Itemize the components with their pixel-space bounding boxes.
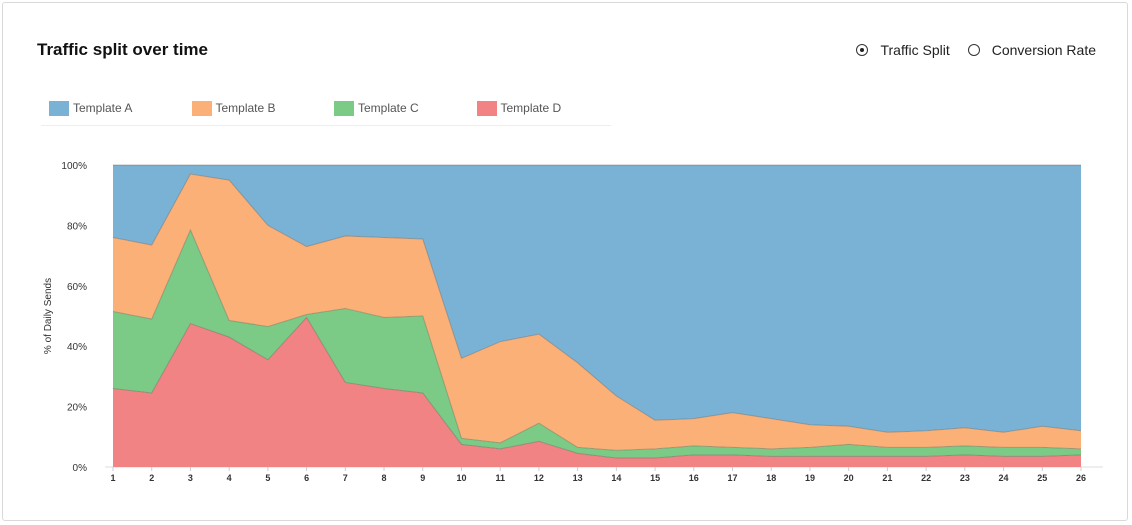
x-tick-label: 9	[420, 473, 425, 483]
x-tick-label: 4	[227, 473, 232, 483]
x-tick-label: 24	[999, 473, 1009, 483]
x-tick-label: 22	[921, 473, 931, 483]
x-tick-label: 17	[728, 473, 738, 483]
metric-toggle: Traffic Split Conversion Rate	[856, 42, 1096, 58]
area-edge-1	[112, 228, 1082, 451]
legend-label: Template C	[358, 101, 419, 115]
legend-item-template-d: Template D	[476, 100, 612, 116]
x-tick-label: 18	[766, 473, 776, 483]
x-tick-label: 1	[110, 473, 115, 483]
x-tick-label: 3	[188, 473, 193, 483]
legend-label: Template B	[215, 101, 276, 115]
traffic-split-option[interactable]: Traffic Split	[856, 42, 950, 58]
radio-unchecked-icon[interactable]	[967, 44, 980, 56]
area-edge-0	[112, 316, 1082, 459]
legend-item-template-b: Template B	[191, 100, 327, 116]
x-tick-label: 21	[882, 473, 892, 483]
x-tick-label: 19	[805, 473, 815, 483]
x-tick-label: 12	[534, 473, 544, 483]
legend-label: Template D	[500, 101, 562, 115]
x-tick-label: 26	[1076, 473, 1086, 483]
x-tick-label: 14	[611, 473, 621, 483]
chart-title: Traffic split over time	[37, 40, 208, 59]
x-tick-label: 15	[650, 473, 660, 483]
x-tick-label: 25	[1037, 473, 1047, 483]
y-tick-label: 60%	[67, 282, 87, 293]
x-tick-label: 6	[304, 473, 309, 483]
traffic-split-label: Traffic Split	[880, 42, 950, 58]
x-tick-label: 16	[689, 473, 699, 483]
y-axis-label: % of Daily Sends	[43, 278, 54, 354]
legend-item-template-c: Template C	[334, 100, 469, 116]
chart-plot-area: 0% 20% 40% 60% 80% 100% 1 2 3 4 5 6 7 8 9 10 11 12 13 14 15 1…	[37, 151, 1103, 489]
x-tick-label: 11	[495, 473, 505, 483]
area-series-2	[113, 174, 1081, 451]
area-edge-2	[112, 173, 1082, 433]
y-tick-label: 0%	[73, 463, 88, 474]
legend-swatch	[191, 100, 212, 116]
y-tick-label: 100%	[61, 161, 87, 172]
y-tick-label: 20%	[67, 403, 87, 414]
x-tick-label: 23	[960, 473, 970, 483]
x-tick-label: 2	[149, 473, 154, 483]
area-series-3	[113, 165, 1081, 433]
x-tick-label: 13	[573, 473, 583, 483]
legend-swatch	[476, 100, 497, 116]
conversion-rate-option[interactable]: Conversion Rate	[967, 42, 1096, 58]
x-tick-label: 20	[844, 473, 854, 483]
legend-swatch	[334, 100, 354, 116]
x-tick-label: 5	[265, 473, 270, 483]
x-tick-label: 8	[382, 473, 387, 483]
legend-swatch	[49, 100, 69, 116]
conversion-rate-label: Conversion Rate	[991, 42, 1096, 58]
x-tick-label: 10	[456, 473, 466, 483]
legend-label: Template A	[73, 101, 133, 115]
y-tick-label: 80%	[67, 221, 87, 232]
y-tick-label: 40%	[67, 342, 87, 353]
chart-legend: Template A Template B Template C Templat…	[41, 91, 611, 126]
area-series-0	[113, 317, 1081, 467]
radio-checked-icon[interactable]	[856, 44, 869, 56]
legend-item-template-a: Template A	[49, 100, 184, 116]
stacked-area-chart: 0%20%40%60%80%100%1 2 3 4 5 6 7 8 9 10 11 12 13 14 15 1…	[43, 161, 1103, 483]
x-tick-label: 7	[343, 473, 348, 483]
